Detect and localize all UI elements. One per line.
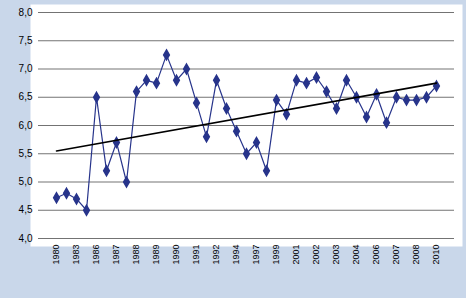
svg-text:1986: 1986 [91, 245, 101, 265]
svg-text:5,0: 5,0 [19, 176, 33, 187]
svg-text:2006: 2006 [371, 245, 381, 265]
svg-text:2001: 2001 [291, 245, 301, 265]
svg-text:1980: 1980 [51, 245, 61, 265]
svg-text:2010: 2010 [431, 245, 441, 265]
svg-text:4,5: 4,5 [19, 204, 33, 215]
svg-text:5,5: 5,5 [19, 148, 33, 159]
svg-text:7,0: 7,0 [19, 63, 33, 74]
svg-text:6,5: 6,5 [19, 91, 33, 102]
svg-text:2003: 2003 [331, 245, 341, 265]
svg-text:1987: 1987 [111, 245, 121, 265]
svg-text:1989: 1989 [151, 245, 161, 265]
svg-text:1991: 1991 [191, 245, 201, 265]
svg-text:2002: 2002 [311, 245, 321, 265]
svg-text:2004: 2004 [351, 245, 361, 265]
svg-text:8,0: 8,0 [19, 7, 33, 18]
svg-text:1997: 1997 [251, 245, 261, 265]
svg-text:1999: 1999 [271, 245, 281, 265]
svg-text:2008: 2008 [411, 245, 421, 265]
svg-text:4,0: 4,0 [19, 233, 33, 244]
svg-text:1994: 1994 [231, 245, 241, 265]
svg-text:7,5: 7,5 [19, 35, 33, 46]
svg-text:1990: 1990 [171, 245, 181, 265]
svg-text:2007: 2007 [391, 245, 401, 265]
svg-text:1992: 1992 [211, 245, 221, 265]
svg-text:1983: 1983 [71, 245, 81, 265]
svg-text:1988: 1988 [131, 245, 141, 265]
svg-text:6,0: 6,0 [19, 120, 33, 131]
